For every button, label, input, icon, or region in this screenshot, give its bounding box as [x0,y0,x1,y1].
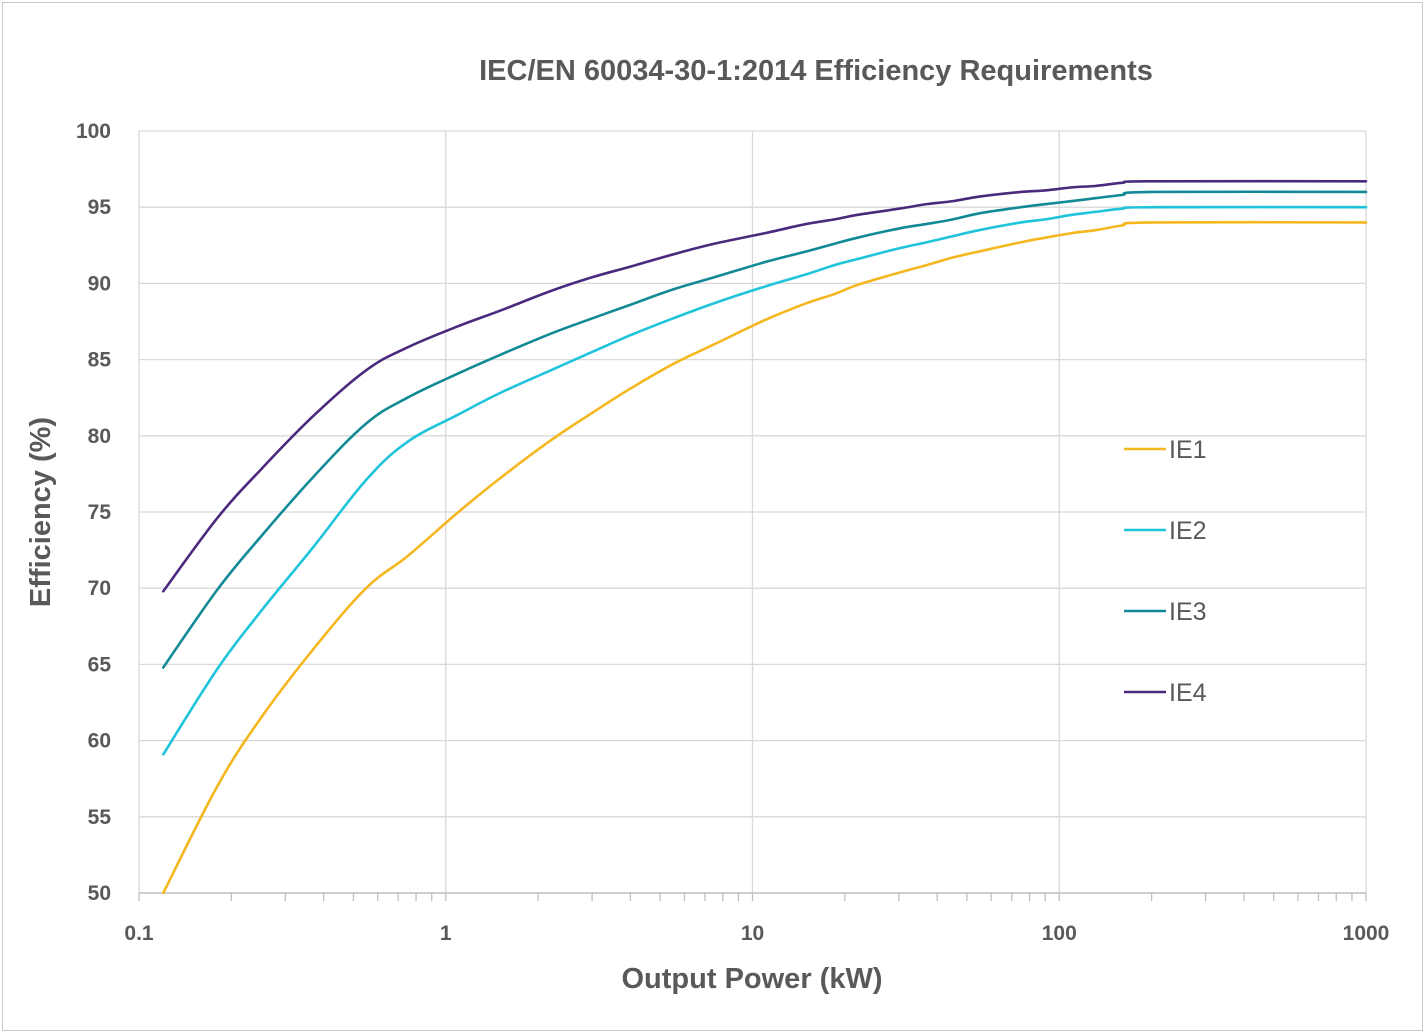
series-line-ie1 [161,220,1368,895]
minor-ticks [138,893,1367,901]
y-axis-label: Efficiency (%) [25,417,57,607]
series-line-ie4 [161,179,1368,593]
grid [138,130,1367,893]
legend-label-ie1: IE1 [1169,436,1207,464]
x-tick-label: 1 [440,922,452,945]
x-axis-label: Output Power (kW) [622,963,883,995]
y-tick-label: 55 [88,806,112,829]
y-tick-label: 80 [88,425,111,448]
y-tick-label: 75 [88,501,112,524]
y-tick-label: 100 [76,120,111,143]
series-line-ie2 [161,205,1368,756]
y-tick-label: 50 [88,882,111,905]
legend-label-ie2: IE2 [1169,517,1207,545]
y-tick-label: 70 [88,577,111,600]
y-tick-label: 90 [88,272,111,295]
legend-label-ie4: IE4 [1169,679,1207,707]
legend-label-ie3: IE3 [1169,598,1207,626]
x-tick-label: 100 [1042,922,1077,945]
x-tick-label: 1000 [1343,922,1390,945]
y-tick-label: 60 [88,730,111,753]
y-tick-label: 85 [88,349,112,372]
legend: IE1 IE2 IE3 IE4 [1124,436,1207,707]
tick-labels: 50 55 60 65 70 75 80 85 90 95 100 0.1 1 10 100 1000 [76,120,1389,945]
x-tick-label: 10 [741,922,764,945]
x-tick-label: 0.1 [124,922,154,945]
chart-title: IEC/EN 60034-30-1:2014 Efficiency Requir… [479,55,1153,87]
series-lines [161,179,1368,895]
series-line-ie3 [161,190,1368,669]
y-tick-label: 65 [88,653,112,676]
y-tick-label: 95 [88,196,112,219]
